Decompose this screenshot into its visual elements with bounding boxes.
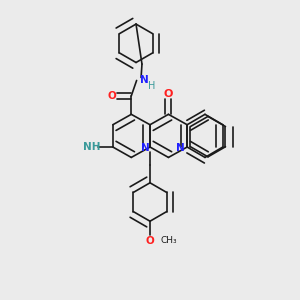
Text: N: N — [141, 143, 150, 153]
Text: O: O — [146, 236, 154, 246]
Text: H: H — [148, 81, 155, 91]
Text: O: O — [164, 88, 173, 98]
Text: N: N — [140, 76, 148, 85]
Text: CH₃: CH₃ — [161, 236, 177, 245]
Text: NH: NH — [83, 142, 100, 152]
Text: N: N — [176, 143, 185, 153]
Text: O: O — [107, 91, 116, 101]
